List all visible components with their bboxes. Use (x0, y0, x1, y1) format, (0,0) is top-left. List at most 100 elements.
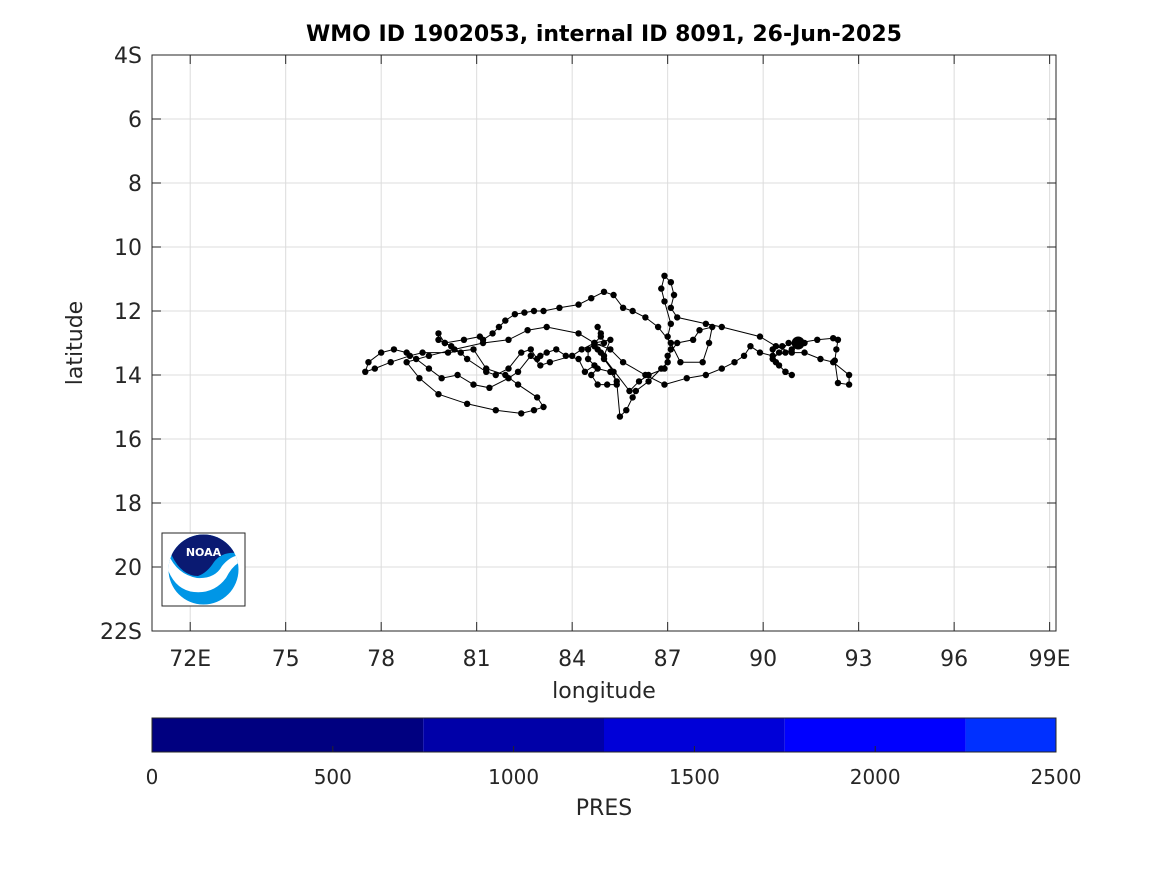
profile-point (664, 333, 671, 340)
y-tick-label: 18 (114, 492, 142, 517)
profile-point (782, 368, 789, 375)
profile-point (584, 346, 592, 353)
colorbar-tick-label: 1000 (488, 765, 539, 789)
profile-point (600, 339, 608, 347)
profile-point (731, 359, 738, 366)
colorbar-frame (151, 717, 1057, 753)
profile-point (610, 291, 617, 299)
profile-point (635, 378, 643, 385)
profile-point (610, 368, 617, 375)
profile-point (460, 336, 468, 343)
profile-point (463, 400, 471, 407)
profile-point (747, 343, 754, 350)
chart-title: WMO ID 1902053, internal ID 8091, 26-Jun… (306, 22, 902, 47)
profile-point (597, 333, 605, 340)
profile-point (540, 403, 547, 411)
profile-point (702, 371, 710, 379)
profile-point (696, 327, 703, 334)
profile-point (642, 371, 649, 379)
profile-point (616, 413, 624, 420)
x-tick-label: 78 (367, 647, 395, 672)
y-tick-label: 8 (128, 172, 142, 197)
colorbar: 0 500 1000 1500 2000 2500 (146, 717, 1081, 789)
profile-point (667, 339, 675, 347)
profile-point (629, 307, 636, 315)
profile-point (600, 288, 608, 295)
profile-point (403, 359, 410, 366)
profile-point (575, 330, 582, 337)
profile-point (524, 327, 531, 334)
profile-point (664, 359, 671, 366)
colorbar-tick-label: 500 (314, 765, 352, 789)
logo-text: NOAA (186, 546, 222, 559)
profile-point (779, 343, 786, 350)
logo-gull (168, 553, 239, 593)
profile-point (365, 359, 372, 366)
logo-navy (168, 534, 239, 576)
profile-point (492, 407, 499, 414)
profile-point (588, 295, 595, 302)
profile-point (661, 272, 668, 279)
profile-point (537, 362, 544, 369)
profile-point (788, 346, 796, 353)
y-tick-label: 10 (114, 236, 142, 261)
profile-point (419, 349, 426, 356)
profile-point (591, 362, 598, 369)
x-tick-label: 96 (940, 647, 968, 672)
profile-point (645, 378, 652, 385)
x-tick-label: 90 (749, 647, 777, 672)
final-position-marker (791, 336, 805, 350)
profile-point (718, 365, 725, 372)
profile-point (457, 349, 464, 356)
colorbar-tick-label: 0 (146, 765, 159, 789)
profile-point (756, 333, 764, 340)
profile-point (740, 352, 748, 359)
profile-point (546, 359, 554, 366)
profile-point (667, 320, 675, 327)
profile-point (702, 320, 710, 327)
profile-point (470, 346, 477, 353)
profile-point (705, 339, 713, 347)
profile-point (441, 339, 449, 347)
profile-point (390, 346, 398, 353)
profile-point (661, 381, 668, 388)
y-tick-label: 20 (114, 556, 142, 581)
profile-point (435, 330, 442, 337)
colorbar-segment (965, 718, 1056, 752)
profile-point (834, 336, 842, 343)
profile-point (540, 307, 547, 315)
profile-point (479, 339, 487, 347)
profile-point (607, 346, 614, 353)
profile-point (562, 352, 570, 359)
profile-point (817, 355, 824, 363)
profile-point (769, 346, 776, 353)
profile-point (670, 291, 678, 299)
profile-point (543, 349, 550, 356)
profile-point (632, 387, 640, 395)
profile-point (527, 346, 534, 353)
profile-point (629, 394, 636, 401)
profile-point (845, 371, 853, 379)
profile-point (674, 314, 681, 321)
profile-point (667, 346, 675, 353)
profile-point (603, 381, 611, 388)
y-tick-label: 6 (128, 108, 142, 133)
colorbar-tick-label: 2000 (850, 765, 901, 789)
profile-point (588, 371, 595, 379)
noaa-logo: NOAA (161, 532, 246, 607)
profile-point (667, 304, 675, 311)
profile-point (412, 355, 420, 363)
x-tick-label: 84 (558, 647, 586, 672)
colorbar-tick-label: 1500 (669, 765, 720, 789)
profile-point (521, 309, 528, 316)
profile-point (489, 330, 496, 337)
profile-point (556, 304, 563, 311)
profile-point (371, 365, 379, 372)
profile-point (387, 359, 394, 366)
profile-point (594, 346, 601, 353)
colorbar-label: PRES (576, 796, 632, 821)
profile-point (772, 359, 780, 366)
profile-point (575, 355, 582, 363)
profile-point (470, 381, 477, 388)
